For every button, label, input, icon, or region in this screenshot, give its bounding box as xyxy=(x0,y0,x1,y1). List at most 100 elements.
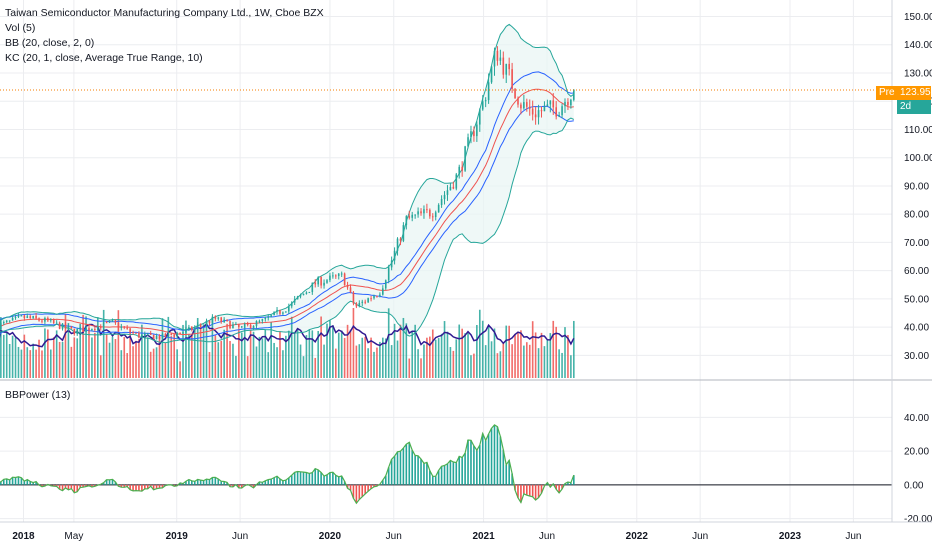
bollinger-bands xyxy=(0,23,575,344)
bbpower-bar xyxy=(94,484,96,487)
candle-body xyxy=(146,333,149,335)
candle-body xyxy=(38,318,40,321)
candle-body xyxy=(376,295,378,297)
volume-bar xyxy=(214,335,217,378)
volume-bar xyxy=(396,340,399,378)
candle-body xyxy=(132,332,134,334)
bbpower-bar xyxy=(417,455,419,485)
volume-bar xyxy=(49,349,52,378)
bbpower-bar xyxy=(399,451,402,485)
volume-bar xyxy=(229,341,231,378)
bbpower-bar xyxy=(396,451,399,485)
candle-body xyxy=(470,131,472,138)
bbpower-bar xyxy=(558,484,560,493)
legend-keltner[interactable]: KC (20, 1, close, Average True Range, 10… xyxy=(5,52,203,64)
candle-body xyxy=(311,282,314,293)
candle-body xyxy=(114,320,117,323)
volume-bar xyxy=(473,353,475,378)
candle-body xyxy=(337,273,340,277)
candle-body xyxy=(35,315,37,319)
bbpower-bar xyxy=(2,479,5,485)
bbpower-axis-tick-label: 20.00 xyxy=(904,447,929,458)
candle-body xyxy=(144,333,146,335)
bbpower-bar xyxy=(111,479,114,485)
candle-body xyxy=(26,316,29,318)
legend-bollinger[interactable]: BB (20, close, 2, 0) xyxy=(5,37,95,49)
bbpower-bar xyxy=(191,480,193,485)
volume-bar xyxy=(525,342,528,378)
volume-bar xyxy=(373,351,375,378)
candle-body xyxy=(302,293,305,296)
candle-body xyxy=(220,317,223,323)
volume-bar xyxy=(0,317,2,378)
volume-bar xyxy=(311,330,314,378)
bbpower-bar xyxy=(349,484,352,491)
candle-body xyxy=(417,211,419,215)
candle-body xyxy=(520,104,522,109)
bbpower-bar xyxy=(528,484,531,496)
bbpower-bar xyxy=(20,477,23,485)
candle-body xyxy=(514,88,516,99)
time-axis-tick-label: Jun xyxy=(232,531,248,542)
candlesticks[interactable] xyxy=(0,46,575,341)
bbpower-bar xyxy=(79,484,81,488)
candle-body xyxy=(108,320,111,323)
candle-body xyxy=(528,106,531,109)
candle-body xyxy=(223,319,225,323)
candle-body xyxy=(255,320,258,326)
volume-bar xyxy=(52,337,55,378)
bbpower-bar xyxy=(55,484,58,487)
volume-bar xyxy=(111,336,114,378)
volume-bar xyxy=(411,331,414,378)
grid-lines xyxy=(0,0,932,522)
candle-body xyxy=(364,301,367,303)
volume-bar xyxy=(523,345,525,378)
candle-body xyxy=(314,282,317,285)
candle-body xyxy=(290,302,293,307)
bollinger-fill xyxy=(0,24,574,343)
legend-volume[interactable]: Vol (5) xyxy=(5,22,36,34)
bbpower-bar xyxy=(467,440,469,485)
candle-body xyxy=(476,124,478,137)
bbpower-bar xyxy=(11,477,14,485)
price-tag: 123.95 xyxy=(897,86,931,100)
bbpower-bar xyxy=(17,476,20,485)
candle-body xyxy=(317,277,319,285)
candle-body xyxy=(493,50,496,67)
candle-body xyxy=(185,329,187,333)
candle-body xyxy=(249,324,252,329)
legend-bbpower[interactable]: BBPower (13) xyxy=(5,389,71,401)
bbpower-bar xyxy=(387,467,390,485)
bbpower-bar xyxy=(279,478,281,485)
bbpower-bar xyxy=(105,479,108,485)
candle-body xyxy=(96,326,99,330)
volume-bar xyxy=(449,347,452,378)
bbpower-bar xyxy=(261,482,264,485)
candle-body xyxy=(490,66,493,83)
volume-bar xyxy=(170,336,173,378)
time-axis-tick-label: 2020 xyxy=(319,531,342,542)
volume-bar xyxy=(114,339,117,378)
bbpower-bar xyxy=(452,462,455,485)
bbpower-pane xyxy=(0,424,575,505)
volume-bar xyxy=(205,322,208,378)
volume-bar xyxy=(232,343,234,378)
candle-body xyxy=(502,57,505,75)
candle-body xyxy=(478,109,481,125)
bbpower-bar xyxy=(335,475,337,485)
candle-body xyxy=(531,108,534,115)
volume-bar xyxy=(188,334,190,378)
candle-body xyxy=(152,334,155,340)
volume-bar xyxy=(443,321,446,378)
bbpower-bar xyxy=(173,484,176,487)
pre-market-tag: Pre xyxy=(876,86,902,100)
bbpower-bar xyxy=(302,472,305,485)
candle-body xyxy=(299,295,302,297)
time-axis-tick-label: Jun xyxy=(845,531,861,542)
candle-body xyxy=(481,101,484,110)
bbpower-bar xyxy=(367,484,369,492)
volume-bar xyxy=(287,330,290,378)
volume-bar xyxy=(317,330,319,378)
legend-title[interactable]: Taiwan Semiconductor Manufacturing Compa… xyxy=(5,7,324,19)
